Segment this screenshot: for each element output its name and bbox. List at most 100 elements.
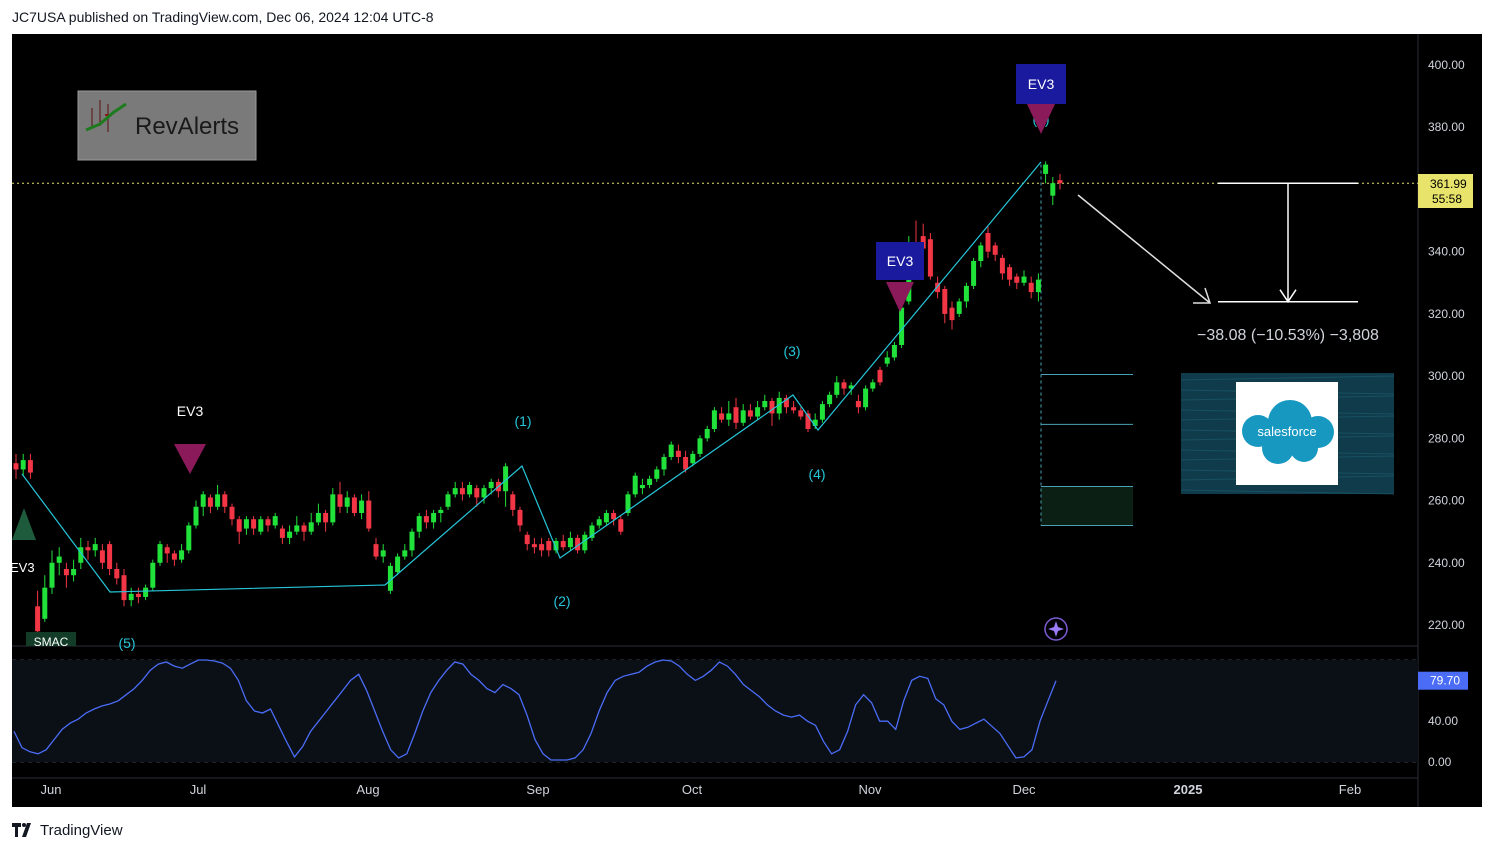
time-tick-label: Jul — [190, 782, 207, 797]
sell-arrow-icon — [886, 282, 914, 312]
candle-body — [409, 531, 415, 551]
candle-body — [675, 450, 681, 457]
time-tick-label: Nov — [858, 782, 882, 797]
candle-body — [1007, 267, 1013, 280]
tradingview-logo-icon — [12, 823, 31, 837]
candle-body — [301, 525, 307, 532]
rsi-band-fill — [12, 660, 1418, 762]
wave-label: (3) — [783, 343, 800, 359]
candle-body — [481, 488, 487, 498]
candle-body — [56, 556, 62, 563]
candle-body — [222, 494, 228, 507]
candle-body — [251, 519, 257, 529]
candle-body — [387, 565, 393, 591]
candle-body — [791, 407, 797, 411]
candle-body — [827, 394, 833, 405]
candle-body — [1021, 276, 1027, 283]
candle-body — [726, 413, 732, 420]
candle-body — [186, 525, 192, 551]
candle-body — [884, 357, 890, 364]
last-price-label: 361.99 — [1430, 177, 1467, 191]
candle-body — [459, 488, 465, 495]
candle-body — [337, 494, 343, 507]
signal-box — [876, 242, 924, 280]
candle-body — [236, 519, 242, 532]
candle-body — [805, 413, 811, 429]
measure-label: −38.08 (−10.53%) −3,808 — [1197, 327, 1379, 344]
candle-body — [798, 410, 804, 417]
sparkle-icon — [1044, 617, 1068, 641]
rsi-tick-label: 0.00 — [1428, 755, 1452, 769]
candle-body — [445, 494, 451, 507]
wave-label: (2) — [553, 593, 570, 609]
time-tick-label: 2025 — [1174, 782, 1203, 797]
last-price-tag — [1418, 174, 1473, 208]
candle-body — [179, 550, 185, 560]
candle-body — [438, 509, 444, 513]
time-tick-label: Oct — [682, 782, 703, 797]
price-tick-label: 400.00 — [1428, 58, 1465, 72]
candle-body — [63, 569, 69, 576]
candle-body — [207, 497, 213, 507]
candle-body — [99, 550, 105, 563]
sell-arrow-icon — [174, 444, 206, 474]
candle-body — [308, 522, 314, 532]
candle-body — [848, 385, 854, 389]
salesforce-cloud-icon — [1242, 400, 1334, 464]
candle-body — [373, 544, 379, 557]
target-levels — [12, 164, 1418, 526]
candle-body — [114, 569, 120, 579]
candle-body — [359, 500, 365, 513]
countdown-label: 55:58 — [1432, 192, 1462, 206]
candle-body — [704, 429, 710, 439]
candle-body — [971, 261, 977, 286]
candle-body — [942, 289, 948, 314]
candle-body — [344, 497, 350, 507]
candle-body — [546, 541, 552, 551]
rsi-value-tag — [1418, 671, 1468, 690]
footer-brand[interactable]: TradingView — [12, 820, 123, 840]
candle-body — [1043, 164, 1049, 174]
candle-body — [992, 245, 998, 255]
candle-body — [229, 506, 235, 520]
candle-body — [323, 513, 329, 523]
candle-body — [1050, 183, 1056, 196]
candle-body — [639, 485, 645, 489]
candle-body — [711, 410, 717, 429]
footer-brand-text: TradingView — [40, 821, 123, 839]
time-tick-label: Jun — [41, 782, 62, 797]
candle-body — [1028, 282, 1034, 293]
candle-body — [596, 519, 602, 526]
time-tick-label: Dec — [1012, 782, 1036, 797]
rsi-value-label: 79.70 — [1430, 674, 1460, 688]
candle-body — [431, 513, 437, 523]
publish-header: JC7USA published on TradingView.com, Dec… — [12, 9, 434, 25]
candle-body — [956, 301, 962, 314]
candle-body — [510, 494, 516, 510]
candle-body — [503, 466, 509, 492]
candle-body — [661, 457, 667, 470]
signal-label: EV3 — [1028, 76, 1055, 92]
candle-body — [128, 593, 134, 601]
candle-body — [287, 531, 293, 538]
signal-box — [1016, 64, 1066, 104]
annotations: (1)(2)(3)(4)(5)(5)EV3EV3EV3EV3SMAC−38.08… — [10, 64, 1395, 651]
candle-body — [416, 516, 422, 532]
signal-label: EV3 — [177, 403, 204, 419]
signal-label: EV3 — [887, 253, 914, 269]
wave-label: (1) — [514, 413, 531, 429]
candle-body — [351, 497, 357, 513]
candle-body — [740, 410, 746, 423]
candle-body — [452, 488, 458, 495]
candle-body — [243, 519, 249, 529]
candle-body — [143, 587, 149, 597]
circuit-pattern — [1180, 489, 1395, 495]
candle-body — [733, 407, 739, 423]
candle-body — [71, 569, 77, 576]
rsi-tick-label: 40.00 — [1428, 714, 1458, 728]
wave-count-lines — [21, 161, 1042, 593]
candle-body — [747, 410, 753, 417]
rsi-line — [13, 659, 1057, 761]
candle-body — [78, 547, 84, 563]
